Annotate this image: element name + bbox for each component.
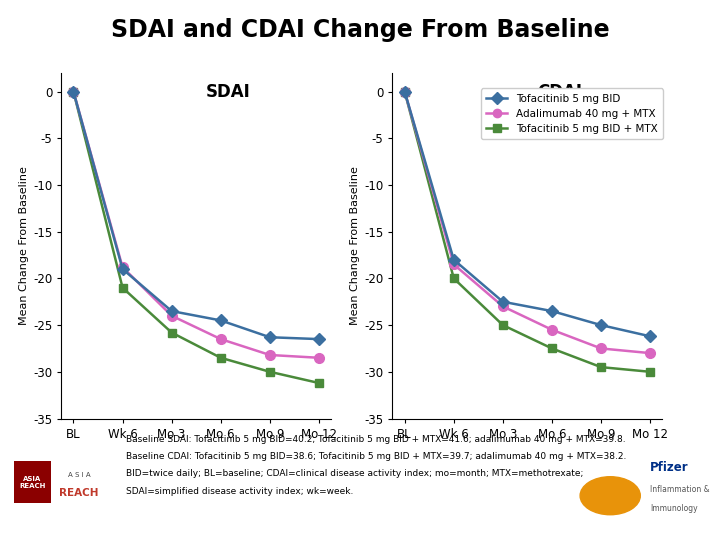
Text: SDAI: SDAI — [206, 83, 251, 102]
Text: Inflammation &: Inflammation & — [650, 485, 709, 494]
Circle shape — [580, 477, 640, 515]
FancyBboxPatch shape — [14, 461, 50, 503]
Text: Baseline CDAI: Tofacitinib 5 mg BID=38.6; Tofacitinib 5 mg BID + MTX=39.7; adali: Baseline CDAI: Tofacitinib 5 mg BID=38.6… — [126, 452, 626, 461]
Text: SDAI and CDAI Change From Baseline: SDAI and CDAI Change From Baseline — [111, 18, 609, 42]
Y-axis label: Mean Change From Baseline: Mean Change From Baseline — [350, 166, 360, 325]
Text: Baseline SDAI: Tofacitinib 5 mg BID=40.2; Tofacitinib 5 mg BID + MTX=41.6; adali: Baseline SDAI: Tofacitinib 5 mg BID=40.2… — [126, 435, 626, 444]
Text: ASIA
REACH: ASIA REACH — [19, 476, 46, 489]
Legend: Tofacitinib 5 mg BID, Adalimumab 40 mg + MTX, Tofacitinib 5 mg BID + MTX: Tofacitinib 5 mg BID, Adalimumab 40 mg +… — [481, 89, 662, 139]
Text: SDAI=simplified disease activity index; wk=week.: SDAI=simplified disease activity index; … — [126, 487, 354, 496]
Text: REACH: REACH — [60, 488, 99, 498]
Text: BID=twice daily; BL=baseline; CDAI=clinical disease activity index; mo=month; MT: BID=twice daily; BL=baseline; CDAI=clini… — [126, 469, 583, 478]
Text: CDAI: CDAI — [537, 83, 582, 102]
Text: Pfizer: Pfizer — [650, 461, 688, 474]
Y-axis label: Mean Change From Baseline: Mean Change From Baseline — [19, 166, 29, 325]
Text: Immunology: Immunology — [650, 504, 698, 513]
Text: A S I A: A S I A — [68, 472, 91, 478]
